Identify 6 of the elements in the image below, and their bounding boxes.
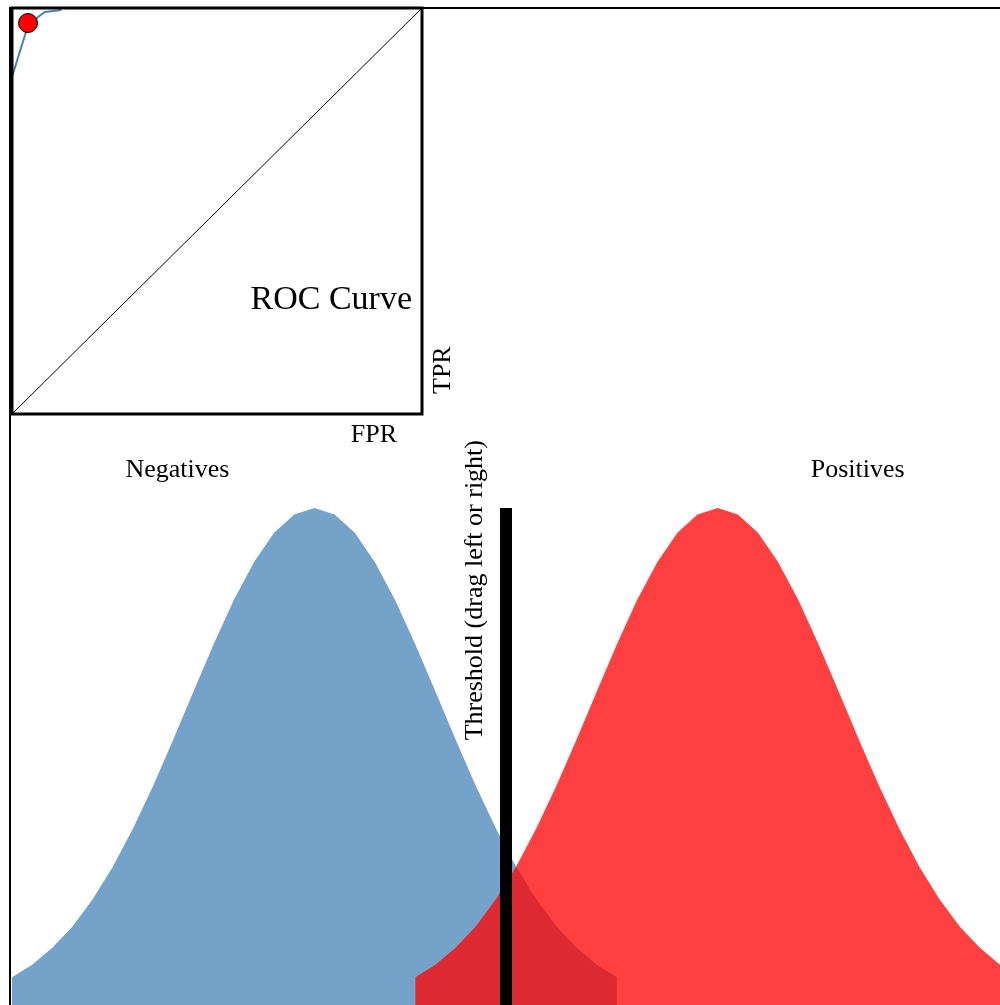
x-axis-title: FPR [350, 418, 398, 448]
text: Positives [810, 453, 905, 483]
text: Negatives [125, 453, 230, 483]
y-axis-title: TPR [426, 345, 456, 394]
text: Threshold (drag left or right) [458, 440, 488, 741]
annotation: ROC Curve [250, 279, 412, 317]
